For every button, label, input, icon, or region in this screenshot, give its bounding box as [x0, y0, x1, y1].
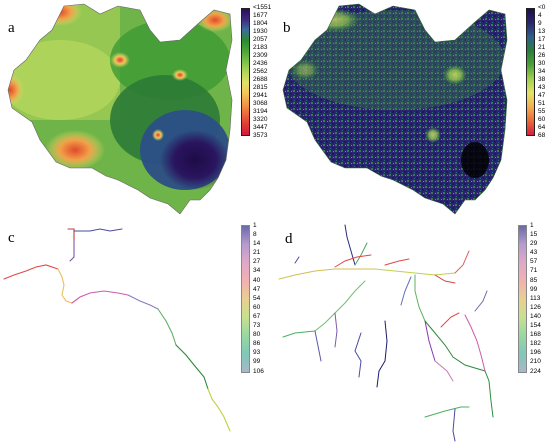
legend-tick-label: 51 — [538, 99, 546, 107]
legend-tick-label: 99 — [530, 285, 538, 293]
legend-tick-label: 224 — [530, 367, 541, 375]
legend-tick-label: 140 — [530, 312, 541, 320]
panel-a-legend: <1551 1677 1804 1930 2057 2183 2309 2436 2562 268… — [241, 4, 275, 139]
legend-tick-label: 3447 — [253, 123, 268, 131]
legend-tick-label: 71 — [530, 267, 538, 275]
legend-tick-label: 54 — [253, 294, 261, 302]
legend-tick-label: 1804 — [253, 19, 268, 27]
legend-tick-label: 196 — [530, 349, 541, 357]
panel-b-ticks: <0 4 9 13 17 21 26 30 34 38 43 47 51 55 60 64 68 — [538, 4, 546, 139]
legend-tick-label: 2815 — [253, 83, 268, 91]
legend-tick-label: 55 — [538, 107, 546, 115]
legend-tick-label: 21 — [538, 43, 546, 51]
legend-tick-label: 106 — [253, 367, 264, 375]
legend-tick-label: 26 — [538, 51, 546, 59]
panel-c-legend: 1 8 14 21 27 34 40 47 54 60 67 73 80 86 93 99 106 — [241, 222, 275, 375]
legend-tick-label: 14 — [253, 240, 261, 248]
legend-tick-label: 60 — [253, 303, 261, 311]
legend-tick-label: 43 — [530, 249, 538, 257]
legend-tick-label: 64 — [538, 123, 546, 131]
legend-tick-label: 57 — [530, 258, 538, 266]
panel-a-color-ramp — [241, 8, 250, 136]
legend-tick-label: 2309 — [253, 51, 268, 59]
legend-tick-label: 34 — [253, 267, 261, 275]
legend-tick-label: 113 — [530, 294, 541, 302]
panel-b-map: b — [275, 0, 550, 220]
panel-a-elevation-map: a — [0, 0, 275, 220]
legend-tick-label: 182 — [530, 340, 541, 348]
legend-tick-label: 3068 — [253, 99, 268, 107]
legend-tick-label: 168 — [530, 331, 541, 339]
panel-b-color-ramp — [526, 8, 535, 136]
panel-b-legend: <0 4 9 13 17 21 26 30 34 38 43 47 51 55 60 64 68 — [526, 4, 550, 139]
panel-c-label: c — [8, 230, 15, 246]
legend-tick-label: 47 — [253, 285, 261, 293]
panel-c-ticks: 1 8 14 21 27 34 40 47 54 60 67 73 80 86 93 99 106 — [253, 222, 264, 375]
legend-tick-label: 2436 — [253, 59, 268, 67]
panel-d-color-ramp — [518, 225, 527, 373]
panel-c-network: c 1 8 14 21 27 34 40 47 54 60 67 73 80 86 93 99 106 — [0, 221, 275, 442]
panel-d-ticks: 1 15 29 43 57 71 85 99 113 126 140 154 168 182 196 210 2… — [530, 222, 541, 375]
legend-tick-label: 29 — [530, 240, 538, 248]
legend-tick-label: 86 — [253, 340, 261, 348]
legend-tick-label: 1677 — [253, 11, 268, 19]
legend-tick-label: 34 — [538, 67, 546, 75]
legend-tick-label: 47 — [538, 91, 546, 99]
legend-tick-label: 126 — [530, 303, 541, 311]
legend-tick-label: 3573 — [253, 131, 268, 139]
legend-tick-label: 21 — [253, 249, 261, 257]
legend-tick-label: 2057 — [253, 35, 268, 43]
legend-tick-label: 15 — [530, 231, 538, 239]
legend-tick-label: 2941 — [253, 91, 268, 99]
legend-tick-label: 1930 — [253, 27, 268, 35]
legend-tick-label: 60 — [538, 115, 546, 123]
legend-tick-label: 73 — [253, 322, 261, 330]
slope-map — [282, 3, 508, 215]
legend-tick-label: 13 — [538, 27, 546, 35]
legend-tick-label: <1551 — [253, 4, 272, 11]
stream-network-c — [3, 228, 231, 432]
legend-tick-label: 67 — [253, 312, 261, 320]
legend-tick-label: 154 — [530, 322, 541, 330]
panel-a-label: a — [8, 20, 15, 36]
legend-tick-label: 1 — [530, 222, 534, 229]
panel-a-ticks: <1551 1677 1804 1930 2057 2183 2309 2436 2562 268… — [253, 4, 272, 139]
panel-b-label: b — [283, 20, 291, 36]
legend-tick-label: 38 — [538, 75, 546, 83]
legend-tick-label: 3194 — [253, 107, 268, 115]
legend-tick-label: 210 — [530, 358, 541, 366]
stream-network-d — [278, 224, 494, 442]
elevation-map — [7, 3, 233, 215]
legend-tick-label: 1 — [253, 222, 257, 229]
legend-tick-label: 9 — [538, 19, 542, 27]
legend-tick-label: 30 — [538, 59, 546, 67]
legend-tick-label: 40 — [253, 276, 261, 284]
legend-tick-label: 8 — [253, 231, 257, 239]
panel-c-color-ramp — [241, 225, 250, 373]
legend-tick-label: 17 — [538, 35, 546, 43]
legend-tick-label: 2562 — [253, 67, 268, 75]
legend-tick-label: 43 — [538, 83, 546, 91]
legend-tick-label: 3320 — [253, 115, 268, 123]
legend-tick-label: 2688 — [253, 75, 268, 83]
legend-tick-label: 68 — [538, 131, 546, 139]
panel-d-legend: 1 15 29 43 57 71 85 99 113 126 140 154 168 182 196 210 2… — [518, 222, 550, 375]
legend-tick-label: <0 — [538, 4, 546, 11]
legend-tick-label: 2183 — [253, 43, 268, 51]
legend-tick-label: 4 — [538, 11, 542, 19]
legend-tick-label: 80 — [253, 331, 261, 339]
panel-d-label: d — [285, 231, 293, 247]
legend-tick-label: 27 — [253, 258, 261, 266]
legend-tick-label: 99 — [253, 358, 261, 366]
panel-d-network: d — [275, 221, 550, 442]
legend-tick-label: 85 — [530, 276, 538, 284]
legend-tick-label: 93 — [253, 349, 261, 357]
